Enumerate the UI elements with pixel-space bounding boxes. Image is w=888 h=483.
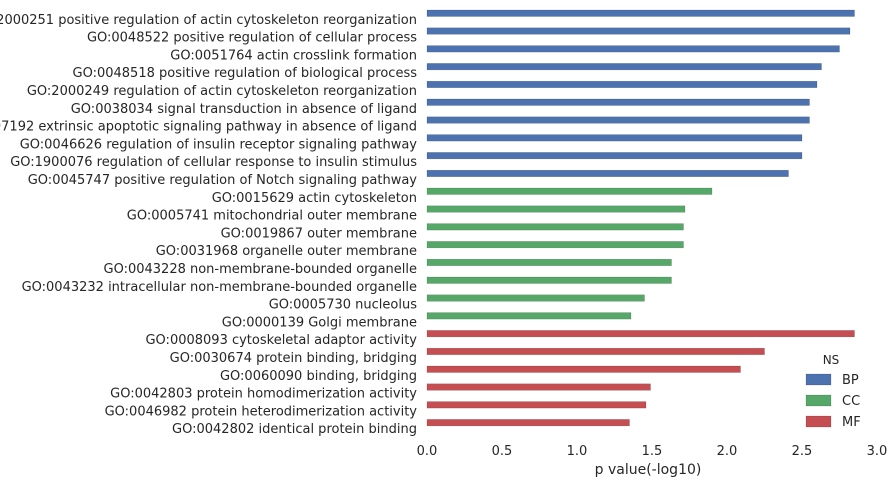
category-label: GO:0046626 regulation of insulin recepto… [20, 137, 418, 152]
category-label: GO:0043232 intracellular non-membrane-bo… [22, 280, 417, 295]
bar-cc [426, 241, 684, 249]
legend-swatch-bp [805, 373, 832, 386]
category-label: GO:0060090 binding, bridging [220, 369, 417, 384]
category-label: GO:0051764 actin crosslink formation [170, 48, 417, 63]
category-label: GO:0042803 protein homodimerization acti… [110, 387, 417, 402]
category-label: GO:0005741 mitochondrial outer membrane [127, 209, 417, 224]
bar-mf [426, 330, 855, 338]
category-label: GO:0042802 identical protein binding [172, 422, 417, 437]
bar-bp [426, 98, 810, 106]
category-label: GO:0048518 positive regulation of biolog… [73, 66, 418, 81]
legend-title: NS [823, 353, 840, 367]
category-labels: GO:2000251 positive regulation of actin … [0, 13, 417, 437]
category-label: GO:0097192 extrinsic apoptotic signaling… [0, 120, 417, 135]
bar-cc [426, 294, 645, 302]
legend-label-bp: BP [842, 373, 859, 388]
category-label: GO:0000139 Golgi membrane [222, 315, 417, 330]
category-label: GO:0048522 positive regulation of cellul… [87, 31, 417, 46]
bar-bp [426, 27, 851, 35]
bar-cc [426, 187, 713, 195]
x-tick-label: 0.5 [492, 444, 513, 459]
bar-cc [426, 205, 686, 213]
x-tick-label: 2.0 [717, 444, 738, 459]
bar-mf [426, 419, 630, 427]
legend-swatch-mf [805, 415, 832, 428]
bar-mf [426, 401, 647, 409]
category-label: GO:0045747 positive regulation of Notch … [28, 173, 418, 188]
category-label: GO:1900076 regulation of cellular respon… [10, 155, 417, 170]
category-label: GO:2000249 regulation of actin cytoskele… [27, 84, 417, 99]
category-label: GO:0046982 protein heterodimerization ac… [105, 404, 418, 419]
legend-swatch-cc [805, 394, 832, 407]
bars [426, 9, 855, 427]
x-axis-title: p value(-log10) [595, 462, 702, 478]
bar-bp [426, 45, 840, 53]
category-label: GO:0031968 organelle outer membrane [156, 244, 417, 259]
x-tick-label: 0.0 [417, 444, 438, 459]
bar-cc [426, 276, 672, 284]
bar-bp [426, 152, 803, 160]
bar-cc [426, 312, 632, 320]
category-label: GO:0005730 nucleolus [269, 298, 418, 313]
x-tick-label: 1.5 [642, 444, 663, 459]
bar-cc [426, 258, 672, 266]
category-label: GO:0038034 signal transduction in absenc… [71, 102, 417, 117]
category-label: GO:0043228 non-membrane-bounded organell… [104, 262, 418, 277]
category-label: GO:0030674 protein binding, bridging [170, 351, 417, 366]
legend: NS BP CC MF [805, 353, 861, 430]
category-label: GO:0019867 outer membrane [221, 226, 417, 241]
x-axis-ticks: 0.0 0.5 1.0 1.5 2.0 2.5 3.0 [417, 444, 888, 459]
bar-cc [426, 223, 684, 231]
bar-bp [426, 116, 810, 124]
category-label: GO:2000251 positive regulation of actin … [0, 13, 417, 28]
x-tick-label: 2.5 [792, 444, 813, 459]
bar-bp [426, 134, 803, 142]
legend-label-cc: CC [842, 394, 860, 409]
category-label: GO:0008093 cytoskeletal adaptor activity [145, 333, 417, 348]
x-tick-label: 1.0 [567, 444, 588, 459]
bar-mf [426, 383, 651, 391]
bar-mf [426, 347, 765, 355]
bar-mf [426, 365, 741, 373]
bar-bp [426, 169, 789, 177]
category-label: GO:0015629 actin cytoskeleton [212, 191, 417, 206]
x-tick-label: 3.0 [867, 444, 888, 459]
bar-bp [426, 80, 818, 88]
legend-label-mf: MF [842, 415, 861, 430]
bar-bp [426, 9, 855, 17]
bar-bp [426, 63, 822, 71]
